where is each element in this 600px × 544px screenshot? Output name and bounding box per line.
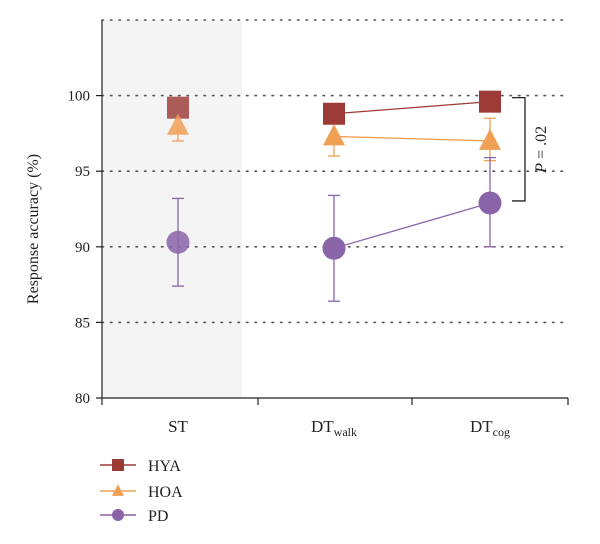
legend-label: HYA bbox=[148, 458, 181, 475]
data-point bbox=[323, 102, 345, 125]
series-line bbox=[333, 100, 491, 115]
legend-item-hya: HYA bbox=[100, 458, 181, 475]
x-tick-label: DTcog bbox=[470, 417, 510, 439]
p-value-label: P = .02 bbox=[533, 126, 550, 174]
x-tick-label: ST bbox=[168, 417, 188, 436]
significance-annotation: P = .02 bbox=[512, 96, 550, 202]
data-point bbox=[479, 90, 501, 113]
y-tick-label: 95 bbox=[75, 164, 90, 180]
series-line bbox=[333, 202, 491, 249]
series-hoa bbox=[167, 113, 501, 162]
legend-marker bbox=[112, 509, 124, 521]
data-point bbox=[167, 113, 189, 135]
data-point bbox=[323, 124, 345, 146]
legend-marker bbox=[112, 459, 124, 471]
y-tick-label: 80 bbox=[75, 391, 90, 407]
st-shaded-region bbox=[102, 20, 242, 398]
series-line bbox=[333, 135, 491, 142]
data-point bbox=[166, 230, 190, 254]
axes: 80 85 90 95 100 ST DTwalk DTcog bbox=[68, 20, 569, 439]
x-tick-label: DTwalk bbox=[311, 417, 357, 439]
legend-marker bbox=[112, 484, 124, 496]
data-point bbox=[167, 96, 189, 119]
y-tick-label: 85 bbox=[75, 315, 90, 331]
series-hya bbox=[167, 90, 501, 125]
legend: HYA HOA PD bbox=[100, 458, 183, 525]
legend-label: PD bbox=[148, 508, 168, 525]
data-point bbox=[478, 191, 502, 215]
series-layer bbox=[166, 90, 502, 302]
y-tick-label: 90 bbox=[75, 240, 90, 256]
significance-bracket bbox=[512, 96, 526, 202]
legend-label: HOA bbox=[148, 484, 183, 501]
data-point bbox=[322, 236, 346, 260]
legend-item-pd: PD bbox=[100, 508, 168, 525]
y-tick-label: 100 bbox=[68, 89, 91, 105]
y-axis-label: Response accuracy (%) bbox=[25, 154, 42, 304]
series-pd bbox=[166, 156, 502, 302]
data-point bbox=[479, 128, 501, 150]
legend-item-hoa: HOA bbox=[100, 484, 183, 501]
